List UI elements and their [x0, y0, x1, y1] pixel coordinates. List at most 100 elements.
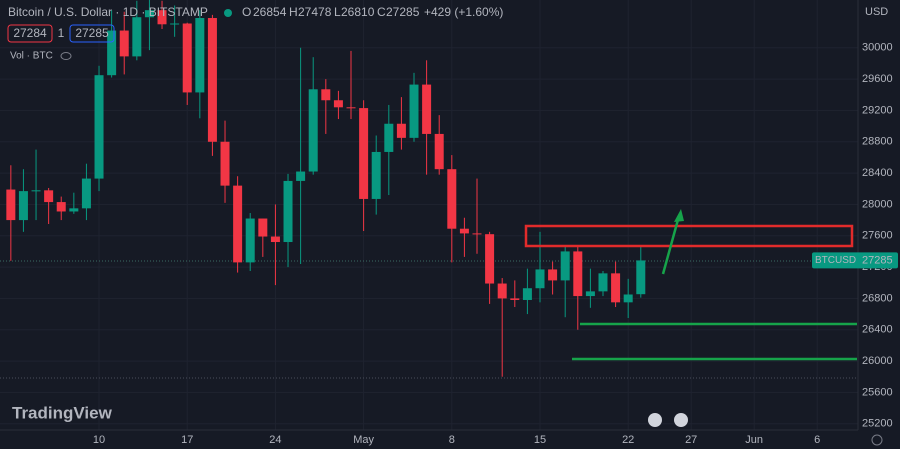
candle-body: [422, 84, 432, 134]
buy-price[interactable]: 27285: [75, 26, 109, 40]
x-tick-label: Jun: [745, 434, 763, 446]
c-label: C: [377, 5, 386, 19]
event-icon[interactable]: [648, 413, 662, 427]
candle-body: [573, 251, 583, 297]
symbol: Bitcoin / U.S. Dollar · 1D · BITSTAMP: [8, 5, 208, 19]
y-tick-label: 28800: [862, 136, 893, 148]
y-tick-label: 26000: [862, 355, 893, 367]
candle-body: [233, 185, 243, 263]
candle-body: [245, 218, 255, 263]
candle-body: [56, 202, 66, 212]
sell-price[interactable]: 27284: [13, 26, 47, 40]
candle-body: [144, 10, 154, 18]
candle-body: [107, 30, 117, 76]
event-icon[interactable]: [674, 413, 688, 427]
candle-body: [182, 23, 192, 93]
candle-body: [195, 18, 205, 93]
sell-box[interactable]: [7, 24, 53, 43]
candle-body: [623, 294, 633, 303]
x-tick-label: 22: [622, 434, 634, 446]
candle-body: [220, 141, 230, 186]
settings-icon[interactable]: [871, 434, 883, 446]
o-value: 26854: [253, 5, 287, 19]
candle-body: [447, 169, 457, 229]
candle-body: [535, 269, 545, 289]
x-tick-label: 27: [685, 434, 697, 446]
candle-body: [119, 30, 129, 57]
candle-body: [396, 123, 406, 138]
candle-body: [81, 178, 91, 209]
y-tick-label: 27600: [862, 230, 893, 242]
y-tick-label: 26800: [862, 292, 893, 304]
candle-body: [636, 260, 646, 295]
brand: TradingView: [12, 403, 113, 422]
candle-body: [371, 151, 381, 199]
y-tick-label: 25200: [862, 418, 893, 430]
candle-body: [611, 273, 621, 303]
candle-body: [18, 191, 28, 221]
y-tick-label: 28400: [862, 167, 893, 179]
y-tick-label: 29600: [862, 73, 893, 85]
buy-box[interactable]: [69, 24, 115, 43]
y-tick-label: 30000: [862, 42, 893, 54]
candle-body: [44, 190, 54, 203]
candle-body: [485, 234, 495, 284]
y-tick-label: 29200: [862, 104, 893, 116]
candle-body: [598, 273, 608, 292]
candle-body: [497, 283, 507, 299]
candle-body: [296, 171, 306, 181]
x-tick-label: 10: [93, 434, 105, 446]
candle-body: [207, 18, 217, 142]
price-tag-symbol: BTCUSD: [815, 255, 856, 266]
arrow-line: [661, 215, 681, 275]
candle-body: [308, 89, 318, 172]
candle-body: [31, 190, 41, 192]
currency[interactable]: USD: [865, 6, 888, 18]
y-tick-label: 26400: [862, 324, 893, 336]
candles: [6, 0, 646, 377]
candle-body: [321, 89, 331, 101]
candle-body: [359, 108, 369, 199]
candle-body: [560, 251, 570, 281]
x-tick-label: 24: [269, 434, 281, 446]
price-tag-price: 27285: [862, 254, 893, 266]
x-tick-label: 6: [814, 434, 820, 446]
candle-body: [270, 236, 280, 243]
candle-body: [585, 291, 595, 297]
candle-body: [510, 298, 520, 300]
volume-label: Vol · BTC: [10, 51, 53, 62]
spread: 1: [58, 26, 65, 40]
candle-body: [157, 10, 167, 25]
x-tick-label: 17: [181, 434, 193, 446]
candle-body: [333, 100, 343, 108]
y-tick-label: 28000: [862, 198, 893, 210]
l-label: L: [334, 5, 341, 19]
status-dot: [224, 9, 232, 17]
h-label: H: [289, 5, 298, 19]
candle-body: [170, 23, 180, 25]
candle-body: [472, 233, 482, 235]
x-tick-label: 8: [449, 434, 455, 446]
candle-body: [548, 269, 558, 281]
y-tick-label: 25600: [862, 386, 893, 398]
x-tick-label: May: [353, 434, 374, 446]
header: Bitcoin / U.S. Dollar · 1D · BITSTAMP O …: [7, 5, 503, 62]
o-label: O: [242, 5, 251, 19]
candle-body: [132, 17, 142, 57]
candle-body: [409, 84, 419, 138]
l-value: 26810: [341, 5, 375, 19]
eye-icon[interactable]: [60, 52, 72, 60]
axes: 2520025600260002640026800272002760028000…: [93, 42, 898, 446]
candle-body: [258, 218, 268, 237]
candle-body: [384, 123, 394, 152]
candle-body: [69, 208, 79, 212]
x-tick-label: 15: [534, 434, 546, 446]
candle-body: [434, 133, 444, 170]
candle-body: [6, 189, 16, 221]
candle-body: [94, 75, 104, 179]
candle-body: [283, 180, 293, 243]
candle-body: [346, 107, 356, 109]
h-value: 27478: [298, 5, 332, 19]
candle-body: [459, 228, 469, 234]
